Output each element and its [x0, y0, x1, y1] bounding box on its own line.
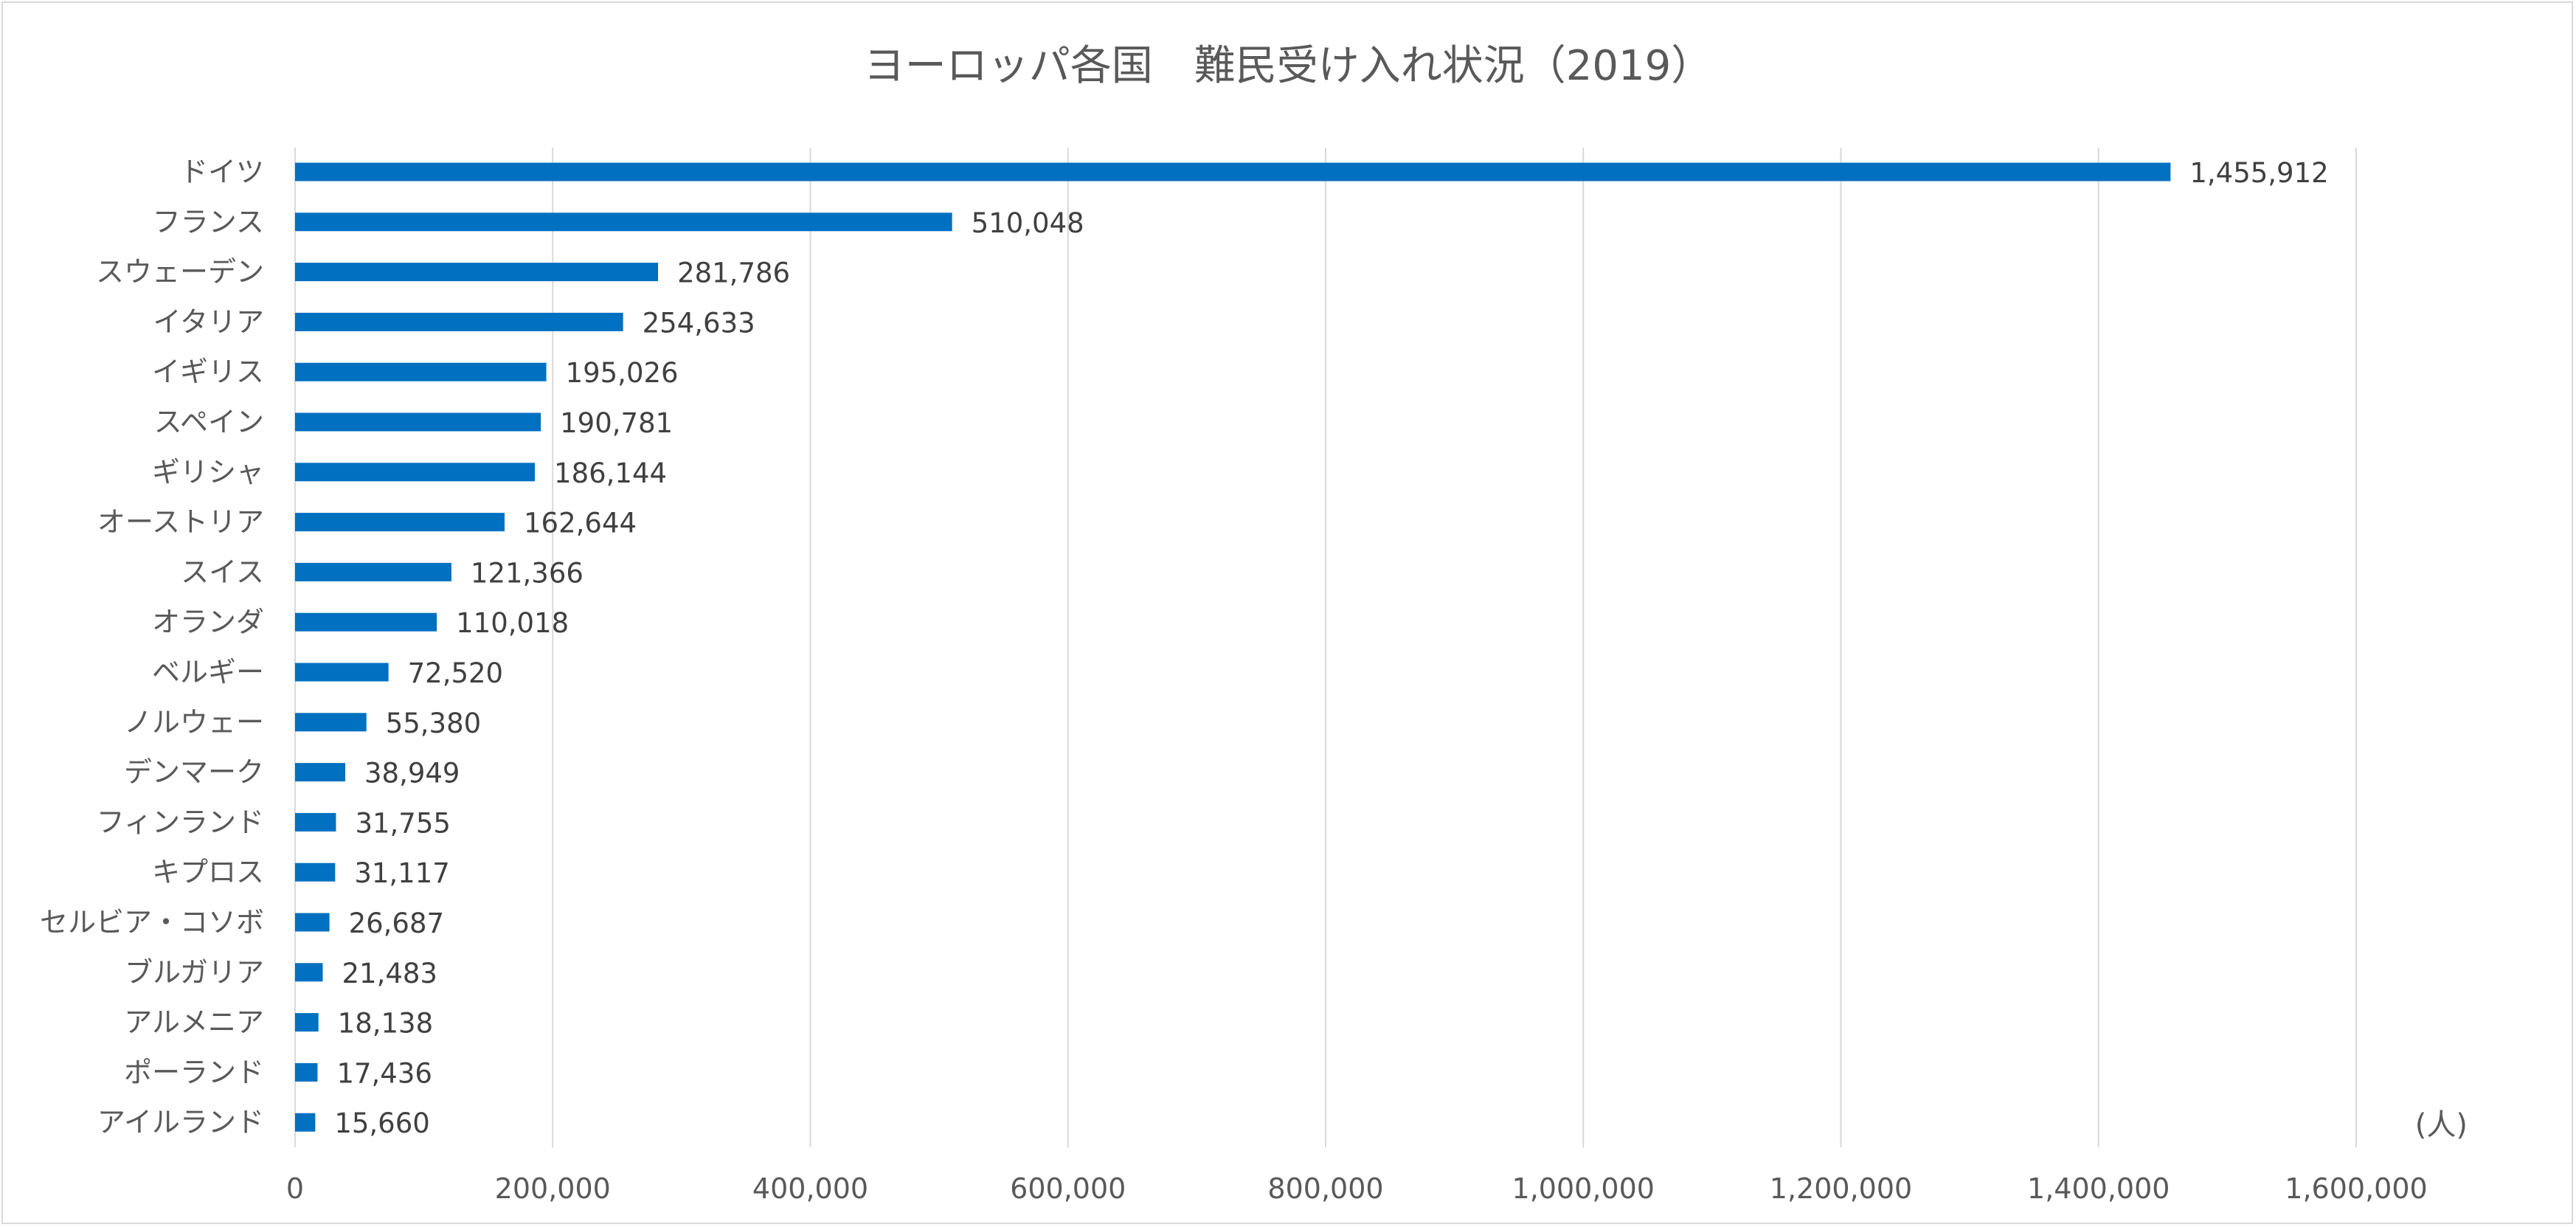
bar — [295, 913, 330, 932]
data-label: 254,633 — [643, 307, 755, 339]
bar — [295, 663, 389, 682]
category-label: ブルガリア — [125, 956, 264, 989]
category-label: スウェーデン — [96, 256, 264, 288]
bar — [295, 763, 346, 782]
data-label: 190,781 — [560, 407, 673, 439]
data-label: 195,026 — [566, 357, 679, 389]
bars-group — [295, 162, 2171, 1132]
bar — [295, 1013, 319, 1032]
category-label: ギリシャ — [152, 456, 264, 488]
data-label: 38,949 — [364, 758, 460, 789]
bar — [295, 612, 437, 632]
x-tick-label: 600,000 — [1010, 1172, 1126, 1205]
category-label: イギリス — [152, 356, 264, 388]
data-labels: 1,455,912 510,048 281,786 254,633 195,026 190… — [334, 157, 2328, 1139]
x-tick-label: 400,000 — [752, 1172, 868, 1205]
bar — [295, 463, 536, 482]
category-label: フランス — [153, 206, 264, 238]
x-tick-label: 200,000 — [495, 1172, 611, 1205]
category-label: フィンランド — [97, 806, 264, 838]
category-label: ノルウェー — [124, 706, 264, 739]
bar — [295, 513, 505, 532]
category-label: スペイン — [154, 406, 264, 438]
data-label: 31,755 — [355, 807, 450, 839]
category-label: セルビア・コソボ — [40, 906, 264, 939]
data-label: 281,786 — [677, 258, 790, 289]
category-label: オランダ — [152, 606, 264, 638]
data-label: 162,644 — [524, 508, 637, 539]
data-label: 26,687 — [349, 908, 444, 939]
bar — [295, 1113, 316, 1132]
x-axis-ticks: 0 200,000 400,000 600,000 800,000 1,000,000 1,… — [286, 1172, 2428, 1205]
category-label: アルメニア — [124, 1006, 264, 1039]
bar — [295, 263, 659, 282]
data-label: 15,660 — [334, 1107, 429, 1139]
data-label: 17,436 — [336, 1057, 432, 1089]
data-label: 110,018 — [456, 607, 569, 639]
data-label: 21,483 — [342, 958, 437, 989]
x-tick-label: 1,000,000 — [1512, 1172, 1655, 1205]
bar — [295, 812, 336, 832]
data-label: 18,138 — [338, 1008, 433, 1040]
category-label: ドイツ — [180, 156, 264, 188]
data-label: 55,380 — [386, 708, 481, 739]
data-label: 1,455,912 — [2189, 157, 2328, 189]
gridlines — [294, 148, 2357, 1147]
x-tick-label: 800,000 — [1267, 1172, 1383, 1205]
bar — [295, 562, 451, 581]
data-label: 72,520 — [408, 657, 503, 689]
bar — [295, 713, 367, 732]
category-label: デンマーク — [124, 756, 264, 789]
data-label: 121,366 — [471, 557, 584, 589]
category-labels: ドイツフランススウェーデンイタリアイギリススペインギリシャオーストリアスイスオラ… — [40, 156, 264, 1138]
x-tick-label: 1,400,000 — [2027, 1172, 2170, 1205]
bar — [295, 1062, 318, 1082]
bar — [295, 863, 336, 882]
category-label: オーストリア — [97, 506, 264, 539]
category-label: ポーランド — [124, 1056, 264, 1088]
x-tick-label: 1,200,000 — [1770, 1172, 1912, 1205]
bar — [295, 412, 541, 432]
bar — [295, 362, 547, 381]
category-label: ベルギー — [152, 656, 264, 688]
data-label: 510,048 — [972, 207, 1084, 239]
category-label: キプロス — [152, 856, 264, 888]
x-tick-label: 0 — [286, 1172, 304, 1205]
category-label: イタリア — [153, 305, 264, 338]
bar — [295, 162, 2171, 182]
data-label: 31,117 — [354, 857, 449, 889]
x-tick-label: 1,600,000 — [2285, 1172, 2427, 1205]
category-label: スイス — [181, 556, 264, 588]
bar — [295, 312, 623, 331]
category-label: アイルランド — [97, 1106, 264, 1138]
data-label: 186,144 — [554, 457, 667, 489]
chart-title: ヨーロッパ各国 難民受け入れ状況（2019） — [864, 42, 1713, 90]
bar — [295, 963, 323, 982]
bar — [295, 212, 952, 232]
unit-label: (人) — [2415, 1108, 2468, 1142]
